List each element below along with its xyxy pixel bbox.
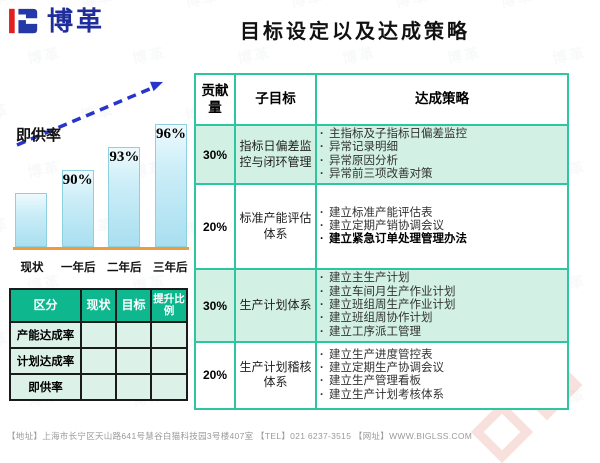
watermark-shape xyxy=(470,400,534,463)
contribution-cell: 30% xyxy=(194,268,236,343)
strategy-bullet: 异常原因分析 xyxy=(319,155,565,169)
metrics-row-label: 即供率 xyxy=(9,373,82,401)
supply-rate-chart: 即供率 90% 93% 96% 现状 一年后 二年后 三年后 xyxy=(5,78,191,283)
strategy-bullet: 异常前三项改善对策 xyxy=(319,168,565,182)
bar-value-label: 96% xyxy=(155,126,186,142)
watermark-text: 博革 xyxy=(235,45,273,68)
contribution-cell: 20% xyxy=(194,340,236,410)
metrics-cell xyxy=(150,373,188,401)
strategy-header-contribution: 贡献量 xyxy=(194,73,236,126)
strategy-bullet: 异常记录明细 xyxy=(319,141,565,155)
metrics-row-label: 产能达成率 xyxy=(9,321,82,349)
watermark-text: 博革 xyxy=(445,45,483,68)
chart-baseline xyxy=(13,247,189,250)
strategy-bullet: 建立生产计划考核体系 xyxy=(319,389,565,403)
company-logo: 博革 xyxy=(8,6,105,36)
watermark-text: 博革 xyxy=(183,0,220,12)
page-title: 目标设定以及达成策略 xyxy=(240,21,470,43)
metrics-row-label: 计划达成率 xyxy=(9,347,82,375)
strategy-bullet: 建立班组周生产作业计划 xyxy=(319,299,565,313)
metrics-row: 产能达成率 xyxy=(9,321,188,349)
bar-value-label: 93% xyxy=(109,149,140,165)
metrics-cell xyxy=(115,373,152,401)
metrics-cell xyxy=(115,321,152,349)
strategy-bullet: 建立定期产销协调会议 xyxy=(319,220,565,234)
strategy-table: 贡献量 子目标 达成策略 30% 指标日偏差监控与闭环管理 主指标及子指标日偏差… xyxy=(194,73,569,410)
strategy-bullet: 建立紧急订单处理管理办法 xyxy=(319,233,565,247)
strategy-row: 20% 生产计划稽核体系 建立生产进度管控表建立定期生产协调会议建立生产管理看板… xyxy=(194,340,569,410)
sub-goal-cell: 指标日偏差监控与闭环管理 xyxy=(234,123,317,186)
strategy-header-strategies: 达成策略 xyxy=(315,73,569,126)
strategies-cell: 建立主生产计划建立车间月生产作业计划建立班组周生产作业计划建立班组周协作计划建立… xyxy=(315,268,569,343)
sub-goal-cell: 生产计划体系 xyxy=(234,268,317,343)
watermark-text: 博革 xyxy=(340,45,378,68)
x-axis-label: 二年后 xyxy=(107,262,142,274)
strategy-bullet: 主指标及子指标日偏差监控 xyxy=(319,128,565,142)
metrics-cell xyxy=(80,321,117,349)
strategy-bullet: 建立车间月生产作业计划 xyxy=(319,286,565,300)
metrics-header-current: 现状 xyxy=(80,288,117,323)
strategies-cell: 建立标准产能评估表建立定期产销协调会议建立紧急订单处理管理办法 xyxy=(315,183,569,271)
metrics-cell xyxy=(80,347,117,375)
strategies-cell: 建立生产进度管控表建立定期生产协调会议建立生产管理看板建立生产计划考核体系 xyxy=(315,340,569,410)
bar-value-label: 90% xyxy=(62,172,93,188)
contribution-cell: 30% xyxy=(194,123,236,186)
watermark-text: 博革 xyxy=(130,45,168,68)
strategy-bullet: 建立生产管理看板 xyxy=(319,375,565,389)
strategy-row: 20% 标准产能评估体系 建立标准产能评估表建立定期产销协调会议建立紧急订单处理… xyxy=(194,183,569,271)
contribution-cell: 20% xyxy=(194,183,236,271)
metrics-cell xyxy=(80,373,117,401)
watermark-text: 博革 xyxy=(25,45,63,68)
strategy-bullet: 建立班组周协作计划 xyxy=(319,312,565,326)
metrics-row: 即供率 xyxy=(9,373,188,401)
sub-goal-cell: 标准产能评估体系 xyxy=(234,183,317,271)
strategy-bullet: 建立工序派工管理 xyxy=(319,326,565,340)
chart-title: 即供率 xyxy=(16,127,62,144)
strategy-bullet: 建立定期生产协调会议 xyxy=(319,362,565,376)
strategy-header-row: 贡献量 子目标 达成策略 xyxy=(194,73,569,126)
x-axis-label: 现状 xyxy=(20,262,44,274)
bar-三年后: 96% xyxy=(154,124,187,247)
bar-二年后: 93% xyxy=(108,147,141,247)
metrics-header-row: 区分 现状 目标 提升比例 xyxy=(9,288,188,323)
strategy-header-subgoal: 子目标 xyxy=(234,73,317,126)
x-axis-labels: 现状 一年后 二年后 三年后 xyxy=(15,259,188,275)
bar-一年后: 90% xyxy=(61,170,94,247)
metrics-cell xyxy=(150,347,188,375)
strategy-row: 30% 生产计划体系 建立主生产计划建立车间月生产作业计划建立班组周生产作业计划… xyxy=(194,268,569,343)
x-axis-label: 一年后 xyxy=(61,262,96,274)
sub-goal-cell: 生产计划稽核体系 xyxy=(234,340,317,410)
metrics-cell xyxy=(115,347,152,375)
watermark-text: 博革 xyxy=(393,0,430,12)
strategy-bullet: 建立生产进度管控表 xyxy=(319,349,565,363)
strategy-bullet: 建立标准产能评估表 xyxy=(319,207,565,221)
bar-group: 90% 93% 96% xyxy=(15,93,187,247)
watermark-text: 博革 xyxy=(550,45,588,68)
strategy-row: 30% 指标日偏差监控与闭环管理 主指标及子指标日偏差监控异常记录明细异常原因分… xyxy=(194,123,569,186)
footer-contact-info: 【地址】上海市长宁区天山路641号慧谷白猫科技园3号楼407室 【TEL】021… xyxy=(7,431,473,441)
metrics-header-improvement: 提升比例 xyxy=(150,288,188,323)
logo-company-name: 博革 xyxy=(47,6,106,36)
watermark-text: 博革 xyxy=(288,0,325,12)
bar-现状 xyxy=(15,193,47,247)
metrics-cell xyxy=(150,321,188,349)
metrics-table: 区分 现状 目标 提升比例 产能达成率 计划达成率 即供率 xyxy=(9,288,188,401)
watermark-text: 博革 xyxy=(498,0,535,12)
strategies-cell: 主指标及子指标日偏差监控异常记录明细异常原因分析异常前三项改善对策 xyxy=(315,123,569,186)
x-axis-label: 三年后 xyxy=(153,262,188,274)
logo-mark-icon xyxy=(9,8,38,34)
strategy-bullet: 建立主生产计划 xyxy=(319,272,565,286)
metrics-row: 计划达成率 xyxy=(9,347,188,375)
metrics-header-category: 区分 xyxy=(9,288,82,323)
metrics-header-target: 目标 xyxy=(115,288,152,323)
